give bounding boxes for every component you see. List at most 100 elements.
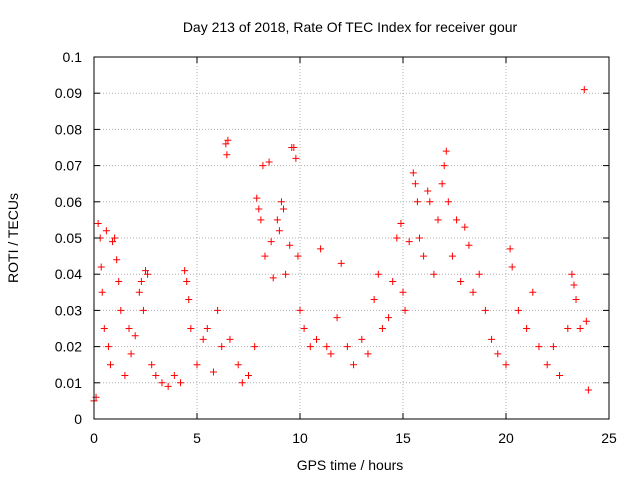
y-tick-label: 0.04 (55, 266, 82, 282)
data-point (508, 263, 516, 271)
data-point (580, 86, 588, 94)
data-point (275, 227, 283, 235)
data-point (113, 256, 121, 264)
data-point (234, 361, 242, 369)
data-point (294, 252, 302, 260)
data-point (494, 350, 502, 358)
x-tick-label: 0 (90, 430, 98, 446)
data-point (224, 136, 232, 144)
data-point (523, 325, 531, 332)
data-point (457, 277, 465, 285)
data-point (374, 270, 382, 278)
data-point (529, 288, 537, 296)
data-point (323, 343, 331, 351)
data-point (117, 306, 125, 314)
axis-ticks (93, 56, 610, 420)
data-point (214, 306, 222, 314)
data-point (269, 274, 277, 282)
data-point (556, 372, 564, 380)
data-point (475, 270, 483, 278)
y-axis-label: ROTI / TECUs (5, 193, 21, 283)
data-point (100, 325, 108, 332)
data-point (280, 205, 288, 213)
data-point (137, 277, 145, 285)
data-point (226, 335, 234, 343)
data-point (238, 379, 246, 387)
data-point (409, 169, 417, 177)
data-point (570, 281, 578, 289)
y-tick-label: 0.08 (55, 121, 82, 137)
data-point (438, 180, 446, 188)
data-point (481, 306, 489, 314)
data-point (385, 314, 393, 322)
data-point (259, 162, 267, 170)
data-point (193, 361, 201, 369)
data-point (257, 216, 265, 224)
data-point (187, 325, 195, 332)
data-point (277, 198, 285, 206)
x-tick-label: 15 (395, 430, 411, 446)
data-point (102, 227, 110, 235)
data-point (306, 343, 314, 351)
data-point (223, 151, 231, 159)
data-point (109, 238, 117, 246)
data-point (111, 234, 119, 242)
data-point (267, 238, 275, 246)
data-point (251, 343, 259, 351)
data-point (139, 306, 147, 314)
data-point (115, 277, 123, 285)
data-point (296, 306, 304, 314)
y-tick-label: 0.02 (55, 339, 82, 355)
y-tick-label: 0.05 (55, 230, 82, 246)
data-point (292, 154, 300, 162)
data-point (199, 335, 207, 343)
data-point (364, 350, 372, 358)
data-point (440, 162, 448, 170)
chart-title: Day 213 of 2018, Rate Of TEC Index for r… (183, 19, 518, 35)
data-point (572, 296, 580, 304)
data-point (444, 198, 452, 206)
data-point (265, 158, 273, 166)
data-point (127, 350, 135, 358)
data-point (337, 259, 345, 267)
x-tick-labels: 0 5 10 15 20 25 (90, 430, 617, 446)
data-point (488, 335, 496, 343)
data-point (358, 335, 366, 343)
data-point (152, 372, 160, 380)
data-point (203, 325, 211, 332)
data-point (98, 288, 106, 296)
data-point (434, 216, 442, 224)
x-tick-label: 25 (601, 430, 617, 446)
data-point (584, 386, 592, 394)
data-point (576, 325, 584, 332)
data-point (430, 270, 438, 278)
data-point (261, 252, 269, 260)
data-point (282, 270, 290, 278)
data-point (253, 194, 261, 202)
data-point (448, 252, 456, 260)
data-point (426, 198, 434, 206)
data-point (350, 361, 358, 369)
data-point (177, 379, 185, 387)
x-tick-label: 5 (193, 430, 201, 446)
data-point (461, 223, 469, 231)
data-point (317, 245, 325, 253)
y-tick-label: 0.09 (55, 85, 82, 101)
data-point (183, 277, 191, 285)
data-point (164, 382, 172, 390)
data-point (290, 144, 298, 151)
data-point (442, 147, 450, 155)
data-point (273, 216, 281, 224)
data-point (125, 325, 133, 332)
data-point (582, 317, 590, 325)
data-point (209, 368, 217, 376)
x-tick-label: 10 (292, 430, 308, 446)
y-tick-labels: 0 0.01 0.02 0.03 0.04 0.05 0.06 0.07 0.08 0.09 0.1 (55, 49, 82, 427)
data-point (222, 140, 230, 148)
data-points (90, 86, 592, 405)
data-point (300, 325, 308, 332)
data-point (312, 335, 320, 343)
x-tick-label: 20 (498, 430, 514, 446)
data-point (135, 288, 143, 296)
